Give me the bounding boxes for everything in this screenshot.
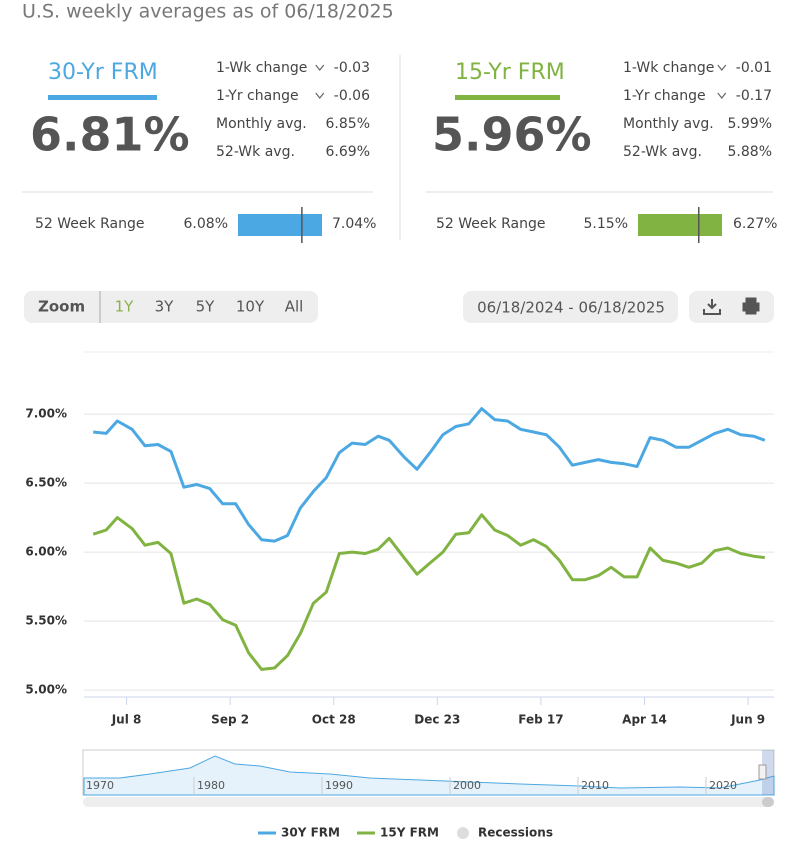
stat-label: Monthly avg. xyxy=(216,116,307,132)
zoom-button[interactable]: 10Y xyxy=(236,298,265,316)
scrollbar xyxy=(83,797,774,807)
zoom-button[interactable]: 1Y xyxy=(115,298,135,316)
x-tick-label: Oct 28 xyxy=(312,713,356,727)
arrow-icon xyxy=(717,64,727,71)
download-icon[interactable] xyxy=(703,299,721,315)
y-tick-label: 6.00% xyxy=(25,545,67,559)
title-underline xyxy=(48,95,157,100)
zoom-button[interactable]: All xyxy=(285,298,304,316)
stat-label: 52-Wk avg. xyxy=(623,144,702,160)
navigator-label: 2020 xyxy=(709,779,737,792)
series-line xyxy=(93,407,766,543)
arrow-icon xyxy=(717,92,727,99)
navigator-label: 2000 xyxy=(453,779,481,792)
navigator-handle[interactable] xyxy=(758,764,767,780)
title-underline xyxy=(455,95,560,100)
x-tick-label: Dec 23 xyxy=(414,713,460,727)
navigator-label: 1980 xyxy=(197,779,225,792)
x-tick-label: Apr 14 xyxy=(622,713,667,727)
subtitle: U.S. weekly averages as of 06/18/2025 xyxy=(22,1,394,23)
series-line xyxy=(92,513,765,671)
stat-value: -0.03 xyxy=(334,60,370,76)
date-range-box[interactable] xyxy=(463,291,678,323)
legend-label[interactable]: Recessions xyxy=(478,826,553,840)
x-tick-label: Feb 17 xyxy=(518,713,563,727)
y-tick-label: 6.50% xyxy=(25,476,67,490)
navigator-selection xyxy=(762,750,774,795)
arrow-icon xyxy=(315,92,325,99)
scrollbar-thumb[interactable] xyxy=(762,797,774,807)
x-tick-label: Jul 8 xyxy=(111,713,142,727)
legend-recessions-dot[interactable] xyxy=(457,827,469,839)
range-low: 6.08% xyxy=(184,216,228,232)
range-bar xyxy=(638,214,722,236)
range-label: 52 Week Range xyxy=(436,216,545,232)
stat-label: 1-Yr change xyxy=(623,88,706,104)
arrow-icon xyxy=(315,64,325,71)
stat-value: -0.06 xyxy=(334,88,370,104)
range-high: 7.04% xyxy=(332,216,376,232)
stat-label: 1-Wk change xyxy=(623,60,714,76)
navigator-label: 2010 xyxy=(581,779,609,792)
y-tick-label: 7.00% xyxy=(25,407,67,421)
range-bar xyxy=(238,214,322,236)
stat-value: -0.17 xyxy=(736,88,772,104)
stat-label: 1-Yr change xyxy=(216,88,299,104)
rate: 6.81% xyxy=(30,108,190,162)
stat-value: 5.99% xyxy=(728,116,772,132)
stat-value: 6.69% xyxy=(326,144,370,160)
zoom-group xyxy=(24,291,318,323)
zoom-button[interactable]: 5Y xyxy=(196,298,216,316)
icon-buttons xyxy=(689,291,774,323)
stat-value: -0.01 xyxy=(736,60,772,76)
navigator-label: 1970 xyxy=(86,779,114,792)
panel-title: 15-Yr FRM xyxy=(455,60,565,85)
range-high: 6.27% xyxy=(733,216,777,232)
zoom-label: Zoom xyxy=(38,298,85,316)
panel-title: 30-Yr FRM xyxy=(48,60,158,85)
stat-value: 5.88% xyxy=(728,144,772,160)
y-tick-label: 5.00% xyxy=(25,683,67,697)
stat-value: 6.85% xyxy=(326,116,370,132)
date-range: 06/18/2024 - 06/18/2025 xyxy=(477,299,665,317)
x-tick-label: Sep 2 xyxy=(211,713,249,727)
legend-label[interactable]: 15Y FRM xyxy=(380,826,439,840)
legend-label[interactable]: 30Y FRM xyxy=(281,826,340,840)
y-tick-label: 5.50% xyxy=(25,614,67,628)
x-tick-label: Jun 9 xyxy=(730,713,765,727)
range-label: 52 Week Range xyxy=(35,216,144,232)
stat-label: Monthly avg. xyxy=(623,116,714,132)
navigator-area xyxy=(83,755,775,796)
range-low: 5.15% xyxy=(584,216,628,232)
stat-label: 52-Wk avg. xyxy=(216,144,295,160)
zoom-button[interactable]: 3Y xyxy=(155,298,175,316)
stat-label: 1-Wk change xyxy=(216,60,307,76)
rate: 5.96% xyxy=(432,108,592,162)
navigator-label: 1990 xyxy=(325,779,353,792)
print-icon[interactable] xyxy=(742,297,760,315)
